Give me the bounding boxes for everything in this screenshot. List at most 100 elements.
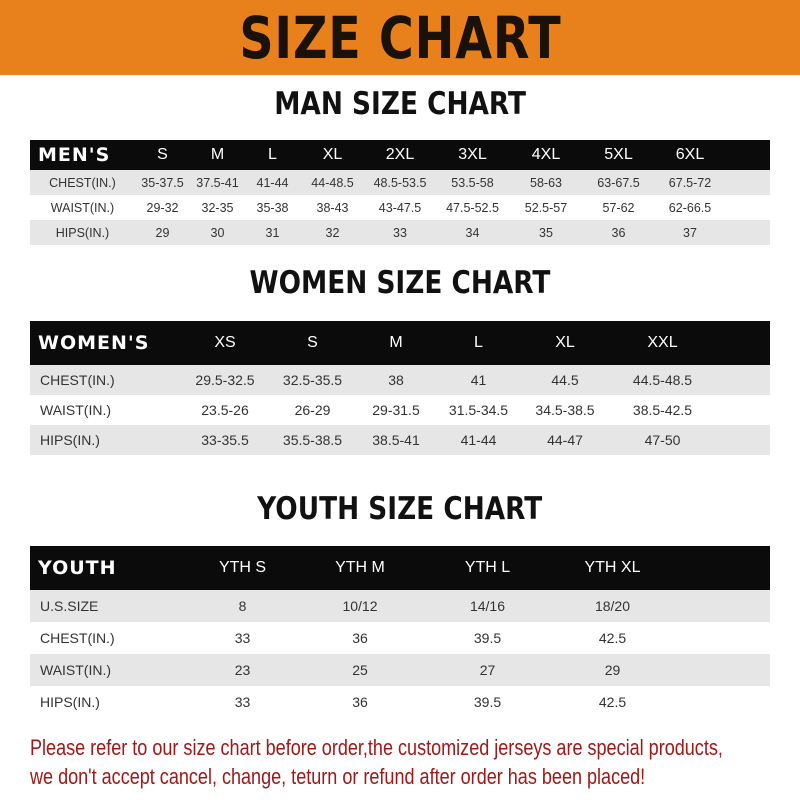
banner-title: SIZE CHART	[238, 3, 562, 72]
women-title: WOMEN SIZE CHART	[249, 265, 551, 301]
notice-line-1: Please refer to our size chart before or…	[30, 735, 723, 760]
table-cell: 29-31.5	[372, 402, 420, 418]
table-cell: 34.5-38.5	[535, 402, 595, 418]
size-header: YTH S	[190, 546, 295, 590]
table-row: HIPS(IN.) 29 30 31 32 33 34 35 36 37	[30, 220, 770, 245]
header-spacer	[725, 140, 770, 170]
table-cell: 38.5-42.5	[632, 402, 693, 418]
table-cell: 29-32	[146, 200, 179, 215]
size-chart-banner: SIZE CHART	[0, 0, 800, 75]
header-spacer	[675, 546, 770, 590]
size-header: L	[437, 321, 520, 365]
table-cell: 29	[550, 654, 675, 686]
table-cell: 25	[295, 654, 425, 686]
table-cell: 39.5	[473, 630, 502, 646]
table-cell: 44-47	[520, 425, 610, 455]
size-header: 2XL	[365, 140, 435, 170]
table-cell: 35-37.5	[135, 170, 190, 195]
table-row: HIPS(IN.) 33-35.5 35.5-38.5 38.5-41 41-44 44-…	[30, 425, 770, 455]
row-spacer	[675, 686, 770, 718]
row-label: WAIST(IN.)	[40, 402, 112, 418]
table-cell: 41	[437, 365, 520, 395]
table-cell: 34	[435, 220, 510, 245]
table-cell: 37.5-41	[190, 170, 245, 195]
women-header-row: WOMEN'S XS S M L XL XXL	[30, 321, 770, 365]
table-cell: 32-35	[201, 200, 234, 215]
men-title: MAN SIZE CHART	[274, 86, 526, 122]
table-cell: 63-67.5	[582, 170, 655, 195]
women-size-table: WOMEN'S XS S M L XL XXL CHEST(IN.) 29.5-32.5 32.5…	[30, 321, 770, 455]
table-cell: 42.5	[598, 630, 627, 646]
table-cell: 58-63	[510, 170, 582, 195]
table-cell: 41-44	[437, 425, 520, 455]
table-cell: 10/12	[295, 590, 425, 622]
men-header-row: MEN'S S M L XL 2XL 3XL 4XL 5XL 6XL	[30, 140, 770, 170]
table-cell: 38.5-41	[355, 425, 437, 455]
table-cell: 38	[355, 365, 437, 395]
table-cell: 32	[300, 220, 365, 245]
row-label: HIPS(IN.)	[40, 694, 100, 710]
row-spacer	[715, 395, 770, 425]
table-cell: 31	[245, 220, 300, 245]
men-size-table: MEN'S S M L XL 2XL 3XL 4XL 5XL 6XL CHEST(IN.) 35-37…	[30, 140, 770, 245]
size-header: XL	[520, 321, 610, 365]
table-row: HIPS(IN.) 33 36 39.5 42.5	[30, 686, 770, 718]
table-cell: 43-47.5	[378, 200, 422, 215]
size-header: L	[245, 140, 300, 170]
table-cell: 32.5-35.5	[270, 365, 355, 395]
table-row: WAIST(IN.) 23 25 27 29	[30, 654, 770, 686]
table-cell: 23.5-26	[201, 402, 249, 418]
table-cell: 23	[190, 654, 295, 686]
table-cell: 53.5-58	[435, 170, 510, 195]
youth-size-table: YOUTH YTH S YTH M YTH L YTH XL U.S.SIZE 8 10/12…	[30, 546, 770, 718]
youth-title: YOUTH SIZE CHART	[257, 491, 543, 527]
size-header: 6XL	[655, 140, 725, 170]
table-cell: 26-29	[294, 402, 331, 418]
table-cell: 36	[582, 220, 655, 245]
table-cell: 44.5-48.5	[610, 365, 715, 395]
size-header: M	[355, 321, 437, 365]
table-cell: 33	[234, 694, 251, 710]
table-cell: 52.5-57	[524, 200, 568, 215]
table-cell: 35.5-38.5	[270, 425, 355, 455]
size-header: S	[135, 140, 190, 170]
women-header-label: WOMEN'S	[30, 321, 180, 365]
table-row: WAIST(IN.) 29-32 32-35 35-38 38-43 43-47.5 47.…	[30, 195, 770, 220]
size-header: 5XL	[582, 140, 655, 170]
men-title-wrap: MAN SIZE CHART	[0, 86, 800, 122]
row-label: HIPS(IN.)	[30, 425, 180, 455]
table-cell: 37	[655, 220, 725, 245]
table-cell: 29	[135, 220, 190, 245]
table-cell: 33	[365, 220, 435, 245]
table-row: CHEST(IN.) 29.5-32.5 32.5-35.5 38 41 44.5 44.5…	[30, 365, 770, 395]
table-cell: 14/16	[425, 590, 550, 622]
size-header: 3XL	[435, 140, 510, 170]
notice-line-2: we don't accept cancel, change, teturn o…	[30, 764, 646, 789]
row-label: CHEST(IN.)	[40, 630, 115, 646]
table-cell: 67.5-72	[655, 170, 725, 195]
size-header: YTH L	[425, 546, 550, 590]
table-cell: 57-62	[602, 200, 635, 215]
table-cell: 31.5-34.5	[448, 402, 509, 418]
table-row: CHEST(IN.) 33 36 39.5 42.5	[30, 622, 770, 654]
header-spacer	[715, 321, 770, 365]
table-row: U.S.SIZE 8 10/12 14/16 18/20	[30, 590, 770, 622]
size-header: YTH M	[295, 546, 425, 590]
row-label: WAIST(IN.)	[30, 654, 190, 686]
size-header: XS	[180, 321, 270, 365]
table-cell: 36	[352, 694, 368, 710]
table-cell: 44-48.5	[300, 170, 365, 195]
row-spacer	[725, 195, 770, 220]
table-cell: 39.5	[473, 694, 502, 710]
table-row: WAIST(IN.) 23.5-26 26-29 29-31.5 31.5-34.5 34…	[30, 395, 770, 425]
row-spacer	[675, 590, 770, 622]
table-cell: 35	[510, 220, 582, 245]
row-spacer	[675, 622, 770, 654]
youth-header-label: YOUTH	[30, 546, 190, 590]
table-cell: 62-66.5	[668, 200, 712, 215]
size-header: XL	[300, 140, 365, 170]
table-cell: 35-38	[256, 200, 289, 215]
table-cell: 41-44	[245, 170, 300, 195]
table-cell: 38-43	[316, 200, 349, 215]
table-cell: 44.5	[520, 365, 610, 395]
